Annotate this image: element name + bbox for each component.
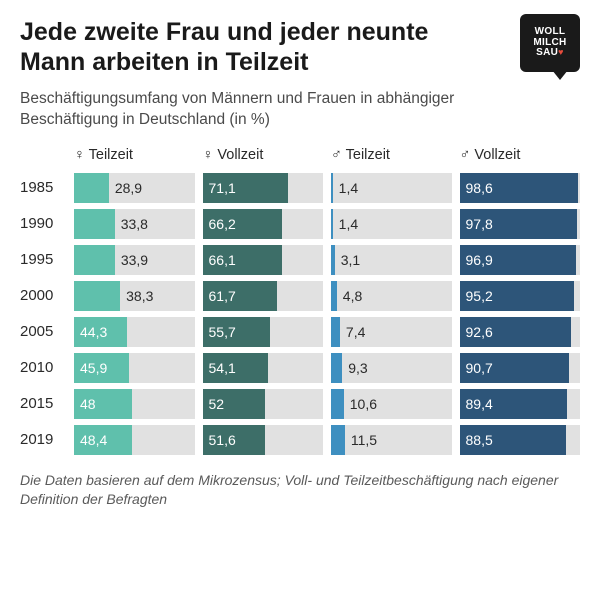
bar-cell: 71,1 bbox=[203, 173, 324, 203]
bar-cell: 51,6 bbox=[203, 425, 324, 455]
bar-cell: 3,1 bbox=[331, 245, 452, 275]
bar-cell: 54,1 bbox=[203, 353, 324, 383]
bar-value-label: 1,4 bbox=[339, 180, 358, 196]
bar-fill bbox=[331, 173, 333, 203]
bar-fill bbox=[331, 317, 340, 347]
bar-fill bbox=[74, 209, 115, 239]
year-label: 2019 bbox=[20, 425, 66, 455]
bar-value-label: 54,1 bbox=[209, 360, 236, 376]
year-label: 2015 bbox=[20, 389, 66, 419]
bar-cell: 55,7 bbox=[203, 317, 324, 347]
year-label: 2005 bbox=[20, 317, 66, 347]
bar-cell: 98,6 bbox=[460, 173, 581, 203]
year-label: 2010 bbox=[20, 353, 66, 383]
year-label: 1985 bbox=[20, 173, 66, 203]
bar-cell: 33,8 bbox=[74, 209, 195, 239]
bar-cell: 88,5 bbox=[460, 425, 581, 455]
logo-line: SAU♥ bbox=[536, 48, 564, 59]
bar-cell: 44,3 bbox=[74, 317, 195, 347]
bar-cell: 4,8 bbox=[331, 281, 452, 311]
bar-value-label: 95,2 bbox=[466, 288, 493, 304]
bar-cell: 96,9 bbox=[460, 245, 581, 275]
column-header: ♂ Teilzeit bbox=[331, 147, 452, 167]
bar-value-label: 44,3 bbox=[80, 324, 107, 340]
bar-value-label: 38,3 bbox=[126, 288, 153, 304]
bar-value-label: 97,8 bbox=[466, 216, 493, 232]
bar-value-label: 1,4 bbox=[339, 216, 358, 232]
bar-value-label: 61,7 bbox=[209, 288, 236, 304]
bar-cell: 28,9 bbox=[74, 173, 195, 203]
bar-cell: 66,1 bbox=[203, 245, 324, 275]
bar-value-label: 28,9 bbox=[115, 180, 142, 196]
page-subtitle: Beschäftigungsumfang von Männern und Fra… bbox=[20, 89, 550, 131]
bar-cell: 89,4 bbox=[460, 389, 581, 419]
bar-value-label: 9,3 bbox=[348, 360, 367, 376]
employment-bar-chart: ♀ Teilzeit ♀ Vollzeit ♂ Teilzeit ♂ Vollzeit… bbox=[20, 147, 580, 455]
bar-cell: 45,9 bbox=[74, 353, 195, 383]
bar-cell: 48,4 bbox=[74, 425, 195, 455]
bar-cell: 1,4 bbox=[331, 209, 452, 239]
bar-cell: 61,7 bbox=[203, 281, 324, 311]
bar-cell: 33,9 bbox=[74, 245, 195, 275]
bar-fill bbox=[331, 389, 344, 419]
year-label: 1995 bbox=[20, 245, 66, 275]
page-title: Jede zweite Frau und jeder neunte Mann a… bbox=[20, 18, 460, 77]
bar-cell: 11,5 bbox=[331, 425, 452, 455]
bar-cell: 92,6 bbox=[460, 317, 581, 347]
brand-logo: WOLL MILCH SAU♥ bbox=[520, 14, 580, 72]
bar-cell: 66,2 bbox=[203, 209, 324, 239]
bar-value-label: 52 bbox=[209, 396, 225, 412]
bar-value-label: 88,5 bbox=[466, 432, 493, 448]
bar-cell: 52 bbox=[203, 389, 324, 419]
bar-fill bbox=[74, 173, 109, 203]
bar-value-label: 96,9 bbox=[466, 252, 493, 268]
bar-value-label: 89,4 bbox=[466, 396, 493, 412]
bar-cell: 38,3 bbox=[74, 281, 195, 311]
bar-cell: 9,3 bbox=[331, 353, 452, 383]
bar-value-label: 71,1 bbox=[209, 180, 236, 196]
bar-value-label: 33,9 bbox=[121, 252, 148, 268]
heart-icon: ♥ bbox=[558, 47, 564, 57]
bar-cell: 48 bbox=[74, 389, 195, 419]
bar-cell: 10,6 bbox=[331, 389, 452, 419]
bar-value-label: 10,6 bbox=[350, 396, 377, 412]
bar-fill bbox=[331, 281, 337, 311]
bar-fill bbox=[331, 245, 335, 275]
bar-fill bbox=[74, 245, 115, 275]
bar-value-label: 55,7 bbox=[209, 324, 236, 340]
bar-cell: 90,7 bbox=[460, 353, 581, 383]
bar-cell: 95,2 bbox=[460, 281, 581, 311]
bar-value-label: 92,6 bbox=[466, 324, 493, 340]
bar-value-label: 11,5 bbox=[351, 432, 377, 448]
column-header: ♀ Vollzeit bbox=[203, 147, 324, 167]
bar-value-label: 45,9 bbox=[80, 360, 107, 376]
bar-value-label: 48,4 bbox=[80, 432, 107, 448]
bar-fill bbox=[331, 209, 333, 239]
column-header: ♂ Vollzeit bbox=[460, 147, 581, 167]
bar-value-label: 66,2 bbox=[209, 216, 236, 232]
bar-value-label: 7,4 bbox=[346, 324, 365, 340]
year-label: 2000 bbox=[20, 281, 66, 311]
bar-value-label: 33,8 bbox=[121, 216, 148, 232]
bar-value-label: 90,7 bbox=[466, 360, 493, 376]
bar-value-label: 4,8 bbox=[343, 288, 362, 304]
bar-fill bbox=[331, 353, 342, 383]
bar-value-label: 51,6 bbox=[209, 432, 236, 448]
bar-value-label: 66,1 bbox=[209, 252, 236, 268]
bar-cell: 7,4 bbox=[331, 317, 452, 347]
bar-value-label: 98,6 bbox=[466, 180, 493, 196]
bar-cell: 1,4 bbox=[331, 173, 452, 203]
footnote: Die Daten basieren auf dem Mikrozensus; … bbox=[20, 471, 560, 509]
column-header: ♀ Teilzeit bbox=[74, 147, 195, 167]
bar-value-label: 48 bbox=[80, 396, 96, 412]
bar-cell: 97,8 bbox=[460, 209, 581, 239]
bar-fill bbox=[74, 281, 120, 311]
bar-fill bbox=[331, 425, 345, 455]
bar-value-label: 3,1 bbox=[341, 252, 360, 268]
year-label: 1990 bbox=[20, 209, 66, 239]
